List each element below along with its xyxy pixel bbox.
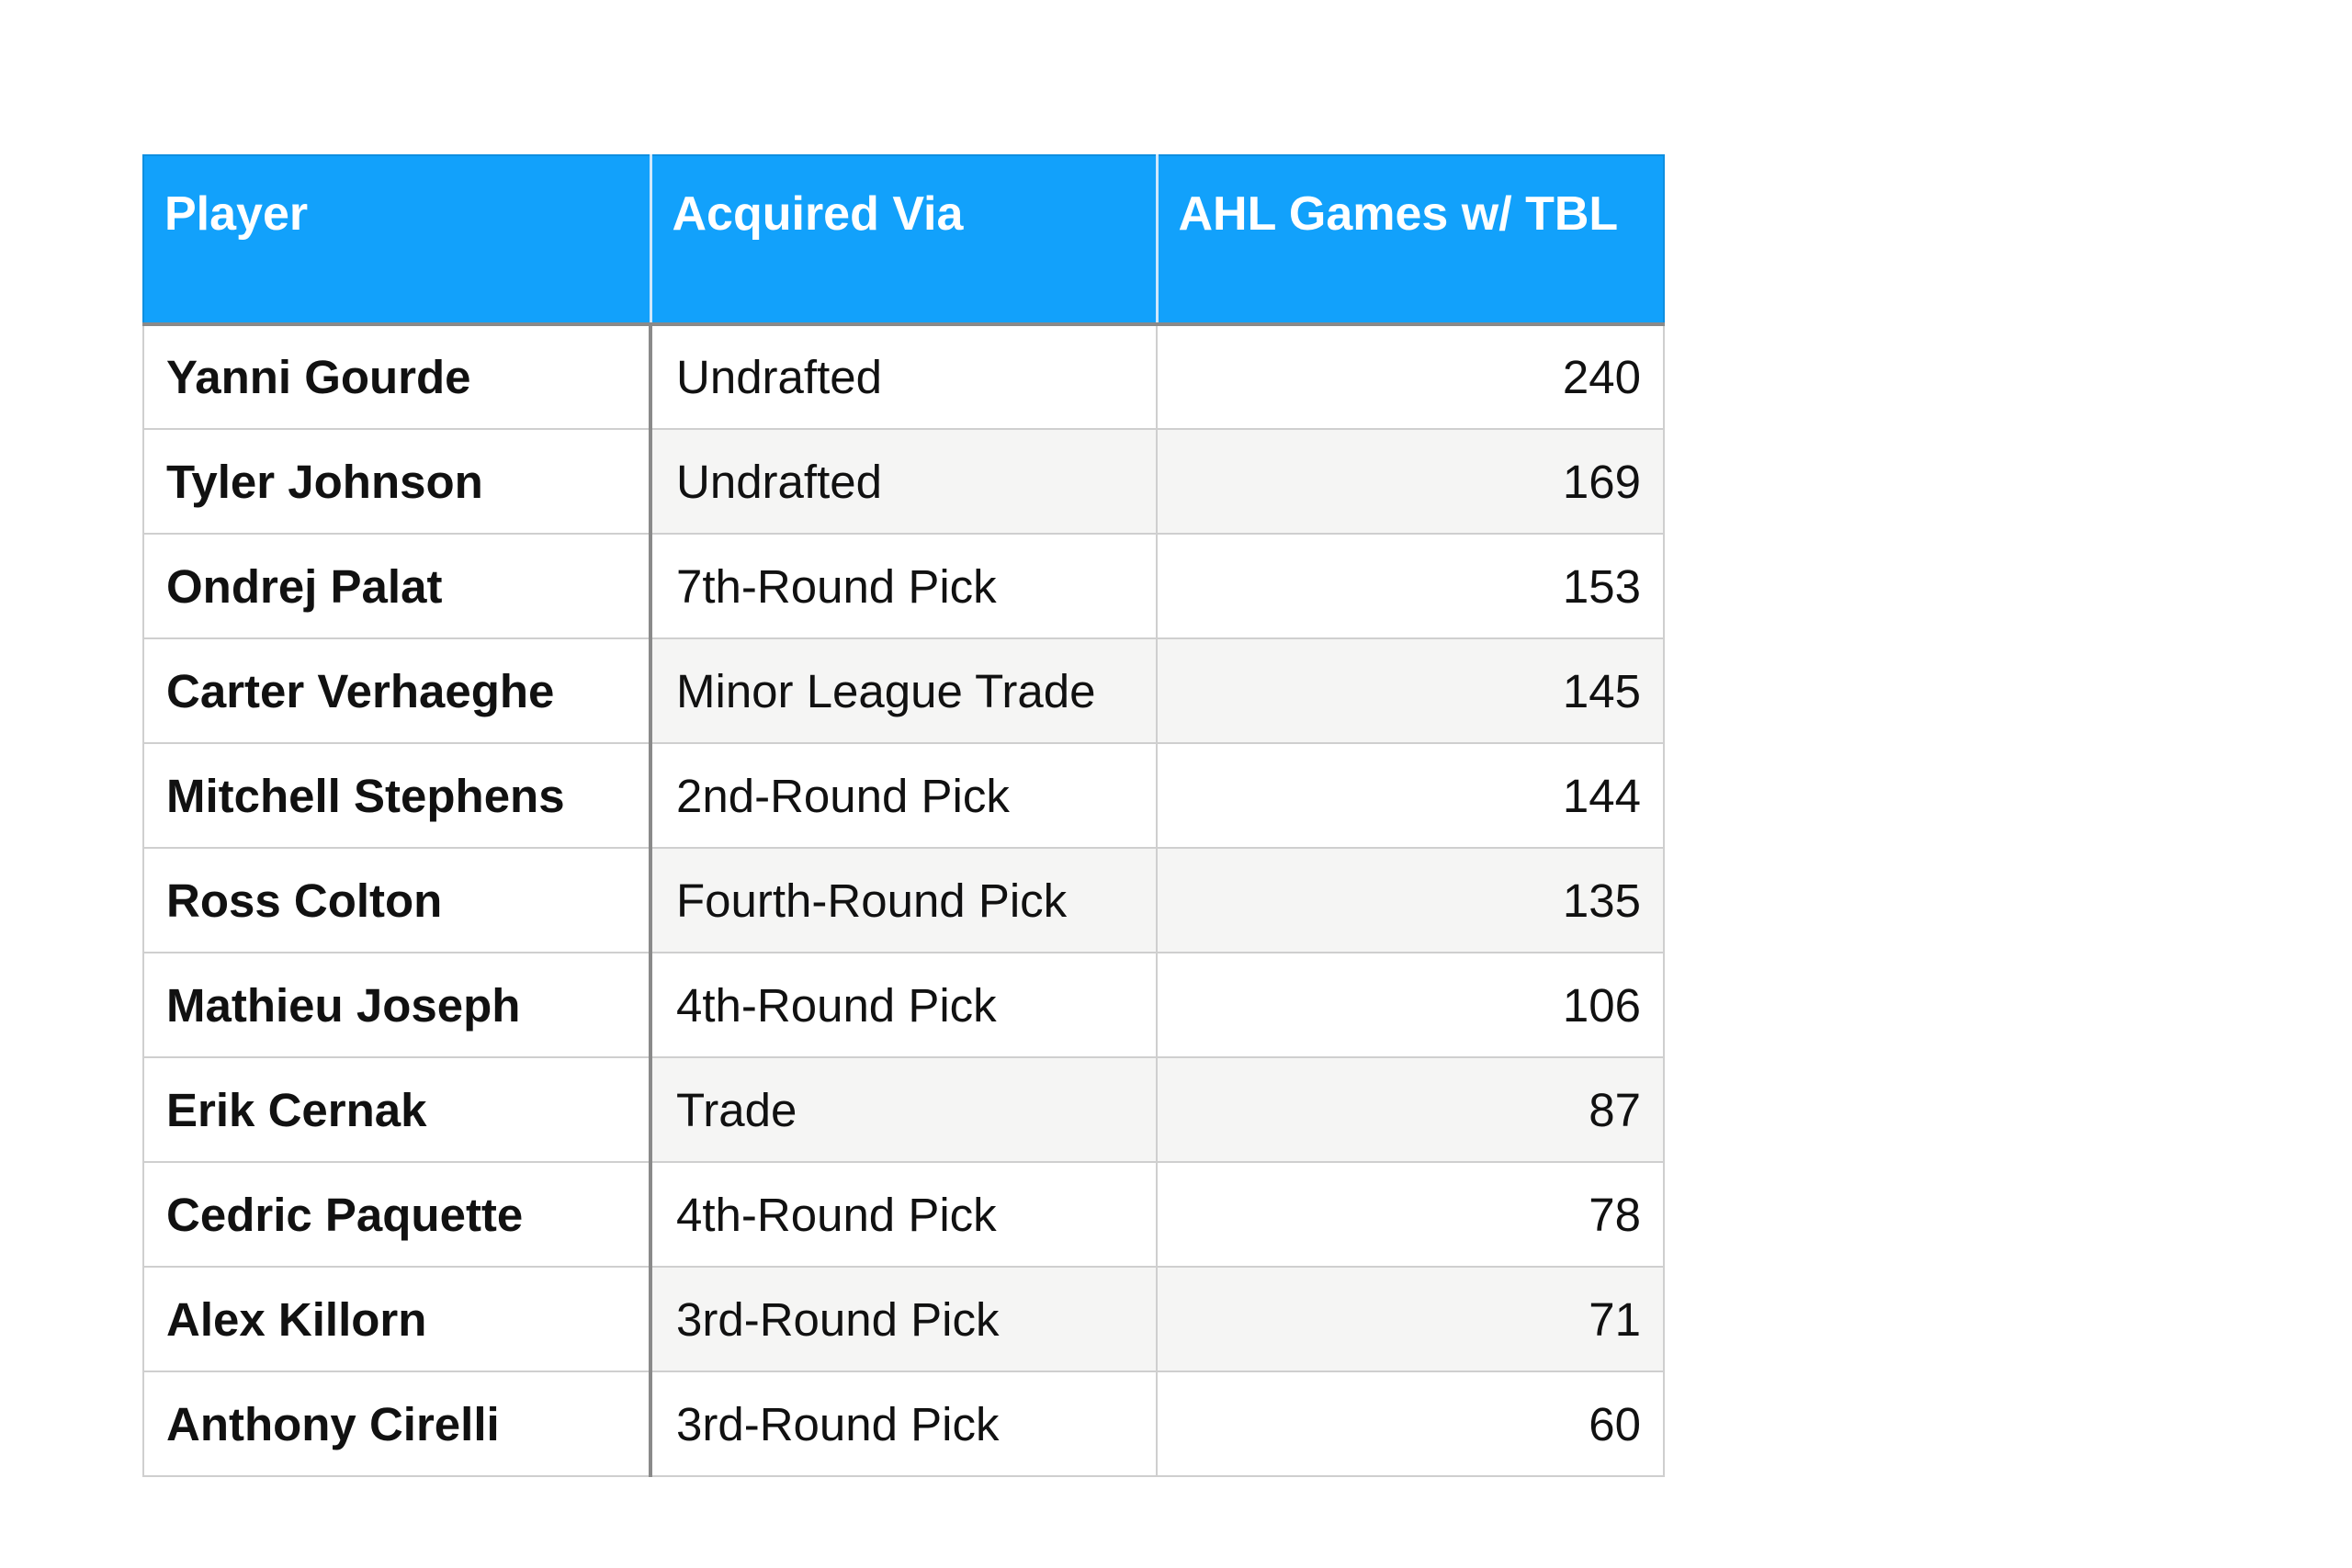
acquired-via: Undrafted [650,428,1158,535]
ahl-games: 153 [1156,533,1665,639]
table-header-row: Player Acquired Via AHL Games w/ TBL [142,154,1665,325]
acquired-via: Trade [650,1056,1158,1163]
ahl-games: 169 [1156,428,1665,535]
table-row: Carter Verhaeghe Minor League Trade 145 [142,637,1665,744]
ahl-games: 87 [1156,1056,1665,1163]
ahl-games: 78 [1156,1161,1665,1268]
header-player: Player [142,154,652,325]
player-name: Mathieu Joseph [142,952,652,1058]
player-name: Ondrej Palat [142,533,652,639]
acquired-via: Undrafted [650,323,1158,430]
table-row: Cedric Paquette 4th-Round Pick 78 [142,1161,1665,1268]
player-name: Ross Colton [142,847,652,953]
table-row: Yanni Gourde Undrafted 240 [142,323,1665,430]
table-row: Tyler Johnson Undrafted 169 [142,428,1665,535]
player-name: Alex Killorn [142,1266,652,1372]
ahl-games: 144 [1156,742,1665,849]
ahl-games: 240 [1156,323,1665,430]
header-ahl-games: AHL Games w/ TBL [1156,154,1665,325]
ahl-games: 106 [1156,952,1665,1058]
acquired-via: 7th-Round Pick [650,533,1158,639]
table-row: Mitchell Stephens 2nd-Round Pick 144 [142,742,1665,849]
player-name: Cedric Paquette [142,1161,652,1268]
player-name: Yanni Gourde [142,323,652,430]
table-row: Ondrej Palat 7th-Round Pick 153 [142,533,1665,639]
acquired-via: 3rd-Round Pick [650,1371,1158,1477]
ahl-games: 71 [1156,1266,1665,1372]
player-name: Tyler Johnson [142,428,652,535]
player-name: Anthony Cirelli [142,1371,652,1477]
player-name: Carter Verhaeghe [142,637,652,744]
acquired-via: 4th-Round Pick [650,952,1158,1058]
table-row: Mathieu Joseph 4th-Round Pick 106 [142,952,1665,1058]
player-name: Erik Cernak [142,1056,652,1163]
table-row: Erik Cernak Trade 87 [142,1056,1665,1163]
header-acquired-via: Acquired Via [650,154,1159,325]
ahl-games-table: Player Acquired Via AHL Games w/ TBL Yan… [142,154,1665,1477]
acquired-via: 2nd-Round Pick [650,742,1158,849]
ahl-games: 60 [1156,1371,1665,1477]
ahl-games: 135 [1156,847,1665,953]
table-row: Anthony Cirelli 3rd-Round Pick 60 [142,1371,1665,1477]
acquired-via: Minor League Trade [650,637,1158,744]
table-row: Ross Colton Fourth-Round Pick 135 [142,847,1665,953]
ahl-games: 145 [1156,637,1665,744]
acquired-via: 4th-Round Pick [650,1161,1158,1268]
player-name: Mitchell Stephens [142,742,652,849]
table-row: Alex Killorn 3rd-Round Pick 71 [142,1266,1665,1372]
acquired-via: Fourth-Round Pick [650,847,1158,953]
acquired-via: 3rd-Round Pick [650,1266,1158,1372]
